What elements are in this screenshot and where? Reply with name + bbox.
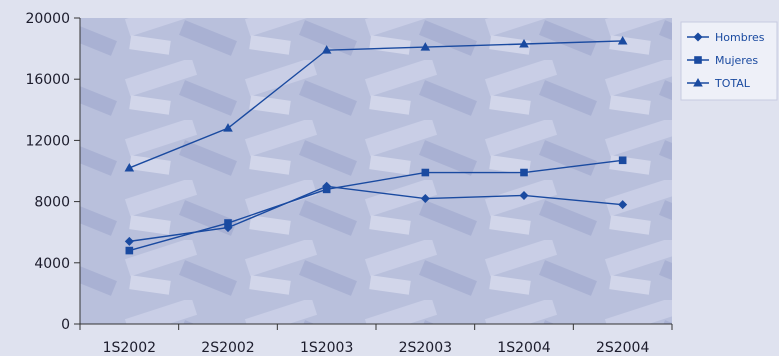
data-point-hombres (618, 200, 628, 210)
x-tick-label: 2S2002 (201, 340, 254, 356)
legend-label-mujeres: Mujeres (715, 54, 758, 67)
y-tick-label: 0 (61, 317, 70, 333)
data-point-total (519, 39, 529, 48)
data-point-mujeres (520, 168, 528, 177)
plot-background (80, 18, 672, 324)
x-tick-label: 1S2003 (300, 340, 353, 356)
x-tick-label: 1S2002 (103, 340, 156, 356)
data-point-total (321, 45, 332, 54)
data-point-total (420, 42, 431, 51)
data-point-mujeres (421, 168, 430, 177)
legend-label-hombres: Hombres (715, 31, 765, 44)
x-tick-label: 1S2004 (497, 340, 551, 356)
legend-marker-total (693, 78, 703, 87)
legend-label-total: TOTAL (714, 77, 751, 90)
series-line-hombres (129, 185, 623, 243)
legend-item-total: TOTAL (687, 77, 751, 90)
series-line-total (129, 40, 623, 169)
legend-marker-hombres (693, 32, 703, 42)
data-point-total (124, 162, 135, 172)
legend-marker-mujeres (694, 56, 702, 64)
series-total (124, 35, 628, 172)
data-point-mujeres (618, 156, 627, 165)
x-tick-label: 2S2004 (596, 340, 650, 356)
data-point-mujeres (224, 219, 232, 227)
legend: Hombres Mujeres TOTAL (680, 21, 778, 101)
legend-item-mujeres: Mujeres (687, 54, 758, 67)
data-point-total (223, 123, 233, 132)
y-tick-label: 16000 (25, 72, 70, 88)
series-line-mujeres (129, 159, 623, 252)
legend-item-hombres: Hombres (687, 31, 765, 44)
series-mujeres (125, 156, 627, 255)
series-layer (124, 35, 628, 255)
x-tick-label: 2S2003 (399, 340, 452, 356)
axes: 0 4000 8000 12000 16000 20000 1S2002 2S2002 1S20… (25, 11, 673, 356)
data-point-hombres (124, 236, 134, 246)
data-point-mujeres (125, 246, 134, 255)
data-point-hombres (420, 194, 430, 204)
y-tick-label: 8000 (34, 195, 70, 211)
y-tick-label: 12000 (25, 133, 70, 149)
data-point-total (617, 35, 628, 45)
y-tick-label: 20000 (25, 11, 70, 27)
y-tick-label: 4000 (34, 256, 70, 272)
data-point-hombres (519, 190, 529, 200)
data-point-mujeres (322, 185, 331, 194)
